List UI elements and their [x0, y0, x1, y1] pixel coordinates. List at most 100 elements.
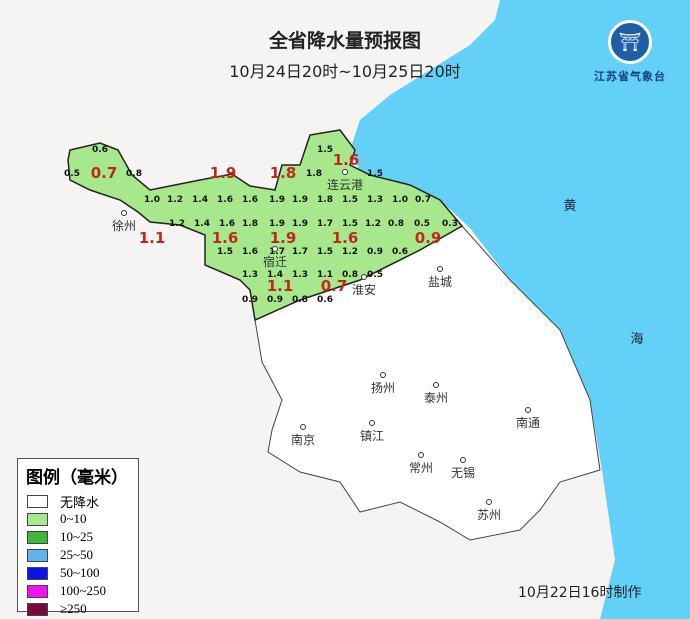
grid-value: 1.3: [367, 195, 383, 205]
grid-value: 1.8: [317, 195, 333, 205]
county-value: 0.9: [415, 229, 442, 247]
legend-item: 0~10: [27, 510, 138, 528]
map-subtitle: 10月24日20时~10月25日20时: [229, 62, 461, 81]
city-marker-icon: [525, 407, 531, 413]
grid-value: 1.5: [217, 247, 233, 257]
grid-value: 0.8: [388, 219, 404, 229]
county-value: 1.8: [270, 164, 297, 182]
grid-value: 1.5: [317, 247, 333, 257]
grid-value: 1.0: [144, 195, 160, 205]
city-marker-icon: [369, 420, 375, 426]
grid-value: 0.6: [392, 247, 408, 257]
city-marker-icon: [380, 372, 386, 378]
legend-title: 图例（毫米）: [26, 468, 128, 488]
grid-value: 0.8: [342, 270, 358, 280]
grid-value: 1.5: [342, 219, 358, 229]
county-value: 1.1: [267, 277, 294, 295]
grid-value: 1.4: [194, 219, 210, 229]
grid-value: 0.5: [367, 270, 383, 280]
county-value: 1.9: [270, 229, 297, 247]
legend-swatch: [27, 584, 48, 598]
grid-value: 0.6: [317, 295, 333, 305]
grid-value: 1.7: [292, 247, 308, 257]
grid-value: 0.3: [442, 219, 458, 229]
legend-item: 50~100: [27, 564, 138, 582]
city-marker-icon: [361, 274, 367, 280]
city-label: 南京: [291, 432, 315, 447]
city-marker-icon: [460, 457, 466, 463]
grid-value: 0.7: [415, 195, 431, 205]
legend-item: 10~25: [27, 528, 138, 546]
city-label: 淮安: [352, 282, 376, 297]
county-value: 1.6: [212, 229, 239, 247]
city-marker-icon: [342, 169, 348, 175]
county-value: 1.6: [332, 229, 359, 247]
county-value: 1.6: [333, 151, 360, 169]
legend: 图例（毫米） 无降水 0~10 10~25 25~50 50~100 100~250 ≥25…: [17, 458, 139, 616]
grid-value: 1.3: [292, 270, 308, 280]
grid-value: 1.9: [269, 195, 285, 205]
grid-value: 1.9: [292, 219, 308, 229]
grid-value: 0.5: [64, 169, 80, 179]
grid-value: 1.1: [317, 270, 333, 280]
grid-value: 1.4: [267, 270, 283, 280]
legend-label: 100~250: [60, 583, 107, 598]
legend-swatch: [27, 602, 48, 616]
grid-value: 1.7: [317, 219, 333, 229]
grid-value: 1.9: [269, 219, 285, 229]
county-value: 0.7: [321, 277, 348, 295]
city-label: 扬州: [371, 380, 395, 395]
grid-value: 0.6: [92, 145, 108, 155]
grid-value: 1.2: [365, 219, 381, 229]
logo-name: 江苏省气象台: [594, 70, 666, 83]
grid-value: 0.5: [414, 219, 430, 229]
legend-label: ≥250: [60, 601, 87, 616]
legend-swatch: [27, 530, 48, 544]
production-time: 10月22日16时制作: [518, 585, 642, 601]
legend-label: 无降水: [60, 494, 100, 510]
city-label: 泰州: [424, 391, 448, 405]
legend-item: ≥250: [27, 600, 138, 618]
city-label: 连云港: [327, 177, 363, 192]
sea-label: 海: [630, 332, 643, 347]
county-value: 1.9: [210, 164, 237, 182]
grid-value: 1.9: [292, 195, 308, 205]
grid-value: 1.6: [219, 219, 235, 229]
pagoda-icon: ⛩: [608, 20, 652, 64]
legend-swatch: [27, 494, 48, 508]
city-marker-icon: [437, 266, 443, 272]
grid-value: 1.2: [169, 219, 185, 229]
map-title: 全省降水量预报图: [268, 30, 421, 52]
legend-label: 10~25: [60, 529, 94, 544]
grid-value: 1.5: [342, 195, 358, 205]
legend-swatch: [27, 548, 48, 562]
grid-value: 1.2: [167, 195, 183, 205]
logo: ⛩ 江苏省气象台: [580, 20, 680, 84]
grid-value: 1.8: [306, 169, 322, 179]
city-marker-icon: [272, 246, 278, 252]
light-rain-area: [67, 129, 464, 322]
city-label: 南通: [516, 415, 540, 430]
grid-value: 0.9: [367, 247, 383, 257]
legend-label: 25~50: [60, 547, 94, 562]
legend-swatch: [27, 512, 48, 526]
grid-value: 1.6: [242, 195, 258, 205]
legend-label: 50~100: [60, 565, 100, 580]
city-label: 盐城: [428, 275, 452, 289]
grid-value: 0.9: [242, 295, 258, 305]
grid-value: 1.4: [192, 195, 208, 205]
legend-swatch: [27, 566, 48, 580]
sea-label: 黄: [563, 199, 576, 214]
grid-value: 1.8: [242, 219, 258, 229]
grid-value: 1.7: [269, 247, 285, 257]
county-value: 0.7: [91, 164, 118, 182]
city-marker-icon: [121, 210, 127, 216]
grid-value: 1.5: [317, 145, 333, 155]
grid-value: 1.6: [217, 195, 233, 205]
grid-value: 1.2: [342, 247, 358, 257]
grid-value: 0.8: [292, 295, 308, 305]
city-label: 苏州: [477, 508, 501, 522]
city-label: 徐州: [112, 218, 136, 233]
city-marker-icon: [433, 382, 439, 388]
